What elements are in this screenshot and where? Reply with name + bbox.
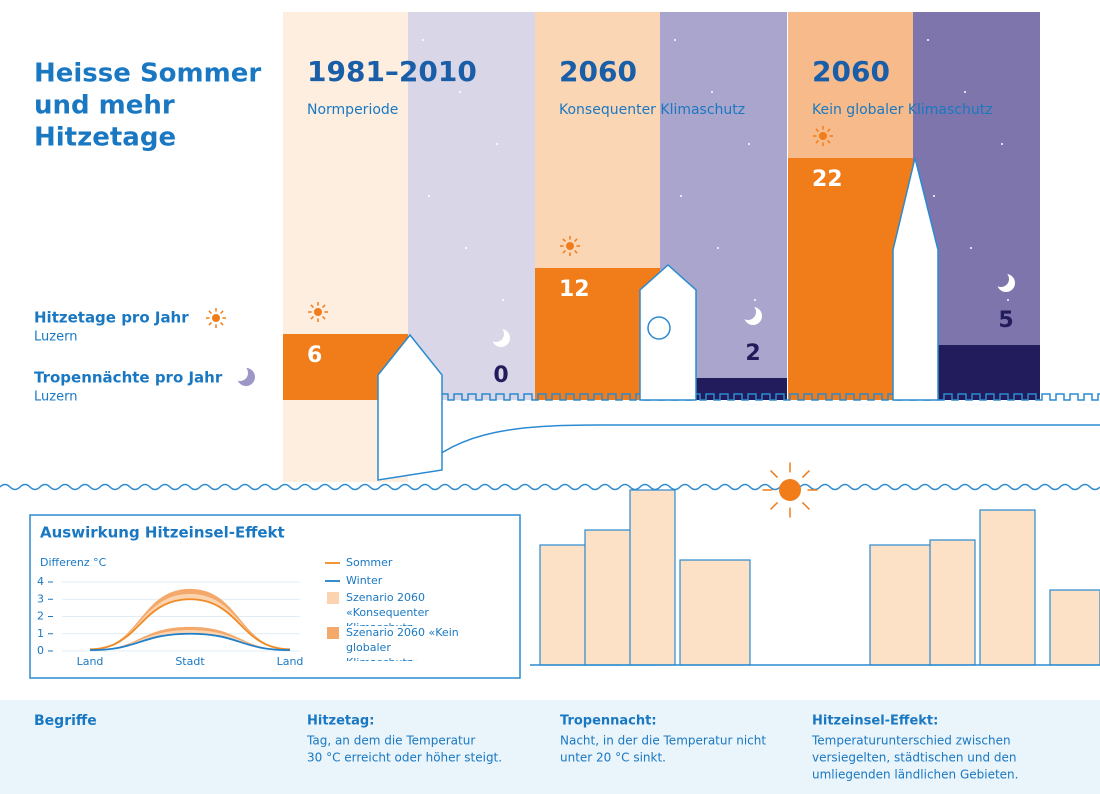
period-label: Kein globaler Klimaschutz [812,102,993,118]
glossary-definition: versiegelten, städtischen und den [812,751,1017,765]
star [711,91,713,93]
glossary-definition: Nacht, in der die Temperatur nicht [560,734,766,748]
y-tick-label: 2 [37,610,44,623]
sun-ray [221,323,224,326]
x-tick-label: Land [77,655,104,668]
legend-label: Tropennächte pro Jahr [34,369,223,387]
tropical-nights-bar [933,345,1040,400]
building [870,545,935,665]
legend-entry: Szenario 2060 «Kein globaler Klimaschutz… [346,625,464,661]
sun-ray [771,502,778,509]
tropical-nights-value: 0 [493,363,508,388]
period-year: 2060 [559,55,637,88]
sun-icon [819,132,827,140]
star [748,143,750,145]
water [0,485,1100,490]
star [933,195,935,197]
legend-label: Hitzetage pro Jahr [34,309,189,327]
star [754,299,756,301]
wall-base [420,425,1100,470]
glossary-definition: 30 °C erreicht oder höher steigt. [307,751,502,765]
star [674,39,676,41]
period-year: 1981–2010 [307,55,477,88]
glossary-term: Hitzeinsel-Effekt: [812,714,938,729]
hot-days-value: 6 [307,343,322,368]
star [428,195,430,197]
sun-icon [314,308,322,316]
glossary-definition: Tag, an dem die Temperatur [306,734,475,748]
star [927,39,929,41]
building [930,540,975,665]
legend-swatch [327,627,339,639]
legend-entry-box: Szenario 2060 «Konsequenter Klimaschutz» [346,590,511,626]
legend-entry: Sommer [346,555,506,570]
y-tick-label: 0 [37,644,44,657]
title-line: Hitzetage [34,123,176,153]
star [1001,143,1003,145]
sun-ray [221,311,224,314]
moon-shadow [993,271,1009,287]
title-line: Heisse Sommer [34,59,261,89]
sun-icon [212,314,220,322]
building [980,510,1035,665]
chart-title: Auswirkung Hitzeinsel-Effekt [40,524,285,542]
legend-entry: Winter [346,573,506,588]
star [964,91,966,93]
sun-icon [779,479,801,501]
legend-entry: Szenario 2060 «Konsequenter Klimaschutz» [346,590,464,626]
y-tick-label: 1 [37,627,44,640]
star [422,39,424,41]
y-axis-label: Differenz °C [40,556,107,569]
x-tick-label: Land [277,655,304,668]
sun-ray [209,311,212,314]
glossary-term: Tropennacht: [560,714,657,729]
glossary-definition: umliegenden ländlichen Gebieten. [812,768,1018,782]
tropical-nights-value: 5 [998,308,1013,333]
sun-ray [209,323,212,326]
legend-swatch [327,592,339,604]
star [465,247,467,249]
sun-ray [771,471,778,478]
infographic: 601981–2010Normperiode1222060Konsequente… [0,0,1100,794]
moon-shadow [740,304,756,320]
title-line: und mehr [34,91,175,121]
sun-ray [802,471,809,478]
hot-days-value: 12 [559,277,590,302]
moon-shadow [488,326,504,342]
star [970,247,972,249]
y-tick-label: 3 [37,592,44,605]
glossary-term: Hitzetag: [307,714,374,729]
y-tick-label: 4 [37,575,44,588]
star [459,91,461,93]
star [1007,299,1009,301]
sun-icon [566,242,574,250]
glossary-definition: Temperaturunterschied zwischen [811,734,1011,748]
period-label: Normperiode [307,102,398,118]
period-year: 2060 [812,55,890,88]
building [630,490,675,665]
building [1050,590,1100,665]
star [717,247,719,249]
x-tick-label: Stadt [175,655,205,668]
building [680,560,750,665]
glossary-definition: unter 20 °C sinkt. [560,751,666,765]
star [496,143,498,145]
legend-place: Luzern [34,390,77,405]
glossary-title: Begriffe [34,713,97,729]
sun-ray [802,502,809,509]
period-label: Konsequenter Klimaschutz [559,102,745,118]
star [680,195,682,197]
tropical-nights-value: 2 [745,341,760,366]
star [502,299,504,301]
legend-place: Luzern [34,330,77,345]
legend-entry-box: Szenario 2060 «Kein globaler Klimaschutz… [346,625,511,661]
hot-days-value: 22 [812,167,843,192]
moon-shadow [232,365,248,381]
